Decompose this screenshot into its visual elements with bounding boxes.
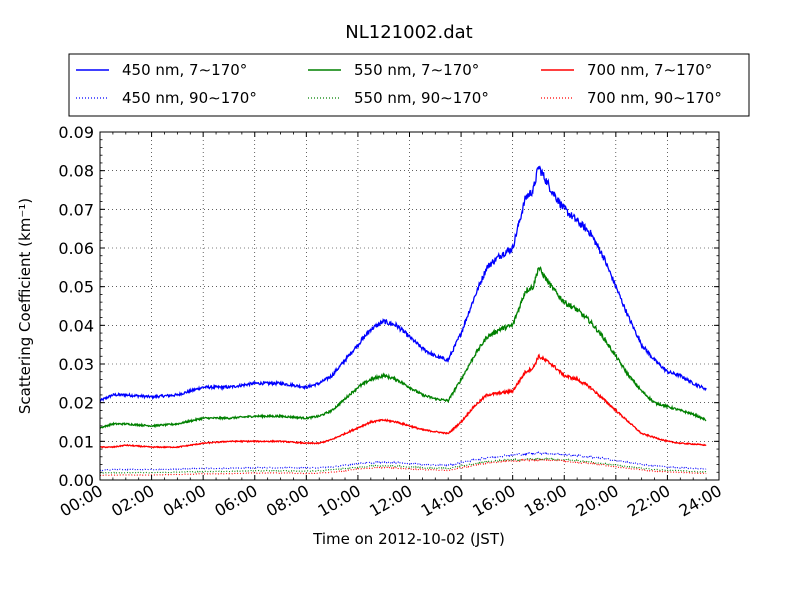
legend-label-0: 450 nm, 7∼170° (122, 61, 247, 79)
series-line-1 (99, 266, 707, 429)
y-tick-label: 0.05 (58, 278, 94, 297)
y-tick-label: 0.07 (58, 200, 94, 219)
legend-label-1: 550 nm, 7∼170° (354, 61, 479, 79)
y-tick-label: 0.04 (58, 316, 94, 335)
y-tick-label: 0.00 (58, 471, 94, 490)
legend-label-2: 700 nm, 7∼170° (587, 61, 712, 79)
legend-label-5: 700 nm, 90∼170° (587, 89, 722, 107)
legend-label-3: 450 nm, 90∼170° (122, 89, 257, 107)
series-line-2 (99, 353, 707, 449)
series-line-0 (99, 165, 707, 403)
legend-box (68, 53, 750, 117)
y-tick-label: 0.01 (58, 432, 94, 451)
y-tick-label: 0.09 (58, 123, 94, 142)
chart-title: NL121002.dat (345, 22, 472, 43)
series-layer (99, 165, 707, 477)
axis-ticks (99, 131, 720, 481)
y-tick-label: 0.08 (58, 162, 94, 181)
series-line-4 (99, 456, 707, 474)
y-tick-label: 0.02 (58, 394, 94, 413)
y-axis-label: Scattering Coefficient (km⁻¹) (16, 198, 34, 414)
x-axis-label: Time on 2012-10-02 (JST) (312, 530, 505, 548)
y-tick-labels: 0.00 0.01 0.02 0.03 0.04 0.05 0.06 0.07 0.08 0.09 (58, 123, 94, 490)
legend: 450 nm, 7∼170° 550 nm, 7∼170° 700 nm, 7∼17… (68, 53, 750, 117)
y-tick-label: 0.06 (58, 239, 94, 258)
legend-label-4: 550 nm, 90∼170° (354, 89, 489, 107)
y-tick-label: 0.03 (58, 355, 94, 374)
